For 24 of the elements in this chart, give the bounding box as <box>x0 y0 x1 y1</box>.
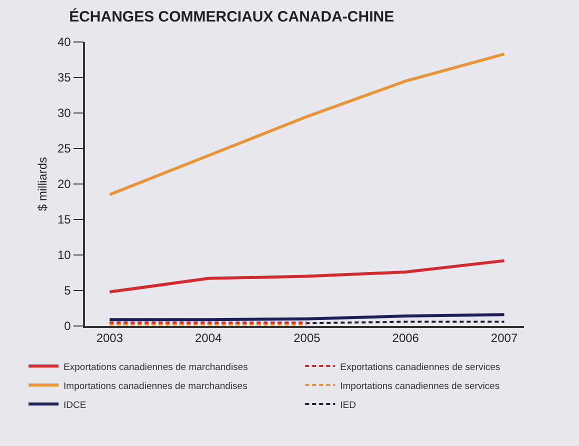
y-tick-label: 0 <box>64 319 72 334</box>
legend-label: IED <box>340 400 356 411</box>
y-tick-label: 40 <box>57 35 72 50</box>
legend-label: Importations canadiennes de marchandises <box>64 380 248 392</box>
x-tick-label: 2006 <box>392 331 420 346</box>
x-tick-label: 2003 <box>96 331 124 346</box>
line-series <box>108 52 506 196</box>
y-axis-title: $ milliards <box>35 156 50 212</box>
y-tick-label: 35 <box>57 70 72 85</box>
x-tick-label: 2007 <box>490 331 518 346</box>
legend-label: Importations canadiennes de services <box>340 380 500 392</box>
x-tick-label: 2004 <box>194 331 222 346</box>
y-tick-label: 10 <box>57 248 72 262</box>
y-tick-label: 30 <box>57 106 72 120</box>
chart-title: ÉCHANGES COMMERCIAUX CANADA-CHINE <box>69 8 394 26</box>
legend-label: IDCE <box>64 400 86 411</box>
x-tick-label: 2005 <box>294 331 321 346</box>
line-series <box>108 259 506 294</box>
legend-label: Exportations canadiennes de services <box>340 362 500 373</box>
legend-label: Exportations canadiennes de marchandises <box>64 362 248 373</box>
y-tick-label: 5 <box>64 284 72 298</box>
y-tick-label: 20 <box>57 177 72 192</box>
y-tick-label: 25 <box>57 142 72 156</box>
y-tick-label: 15 <box>57 212 72 227</box>
